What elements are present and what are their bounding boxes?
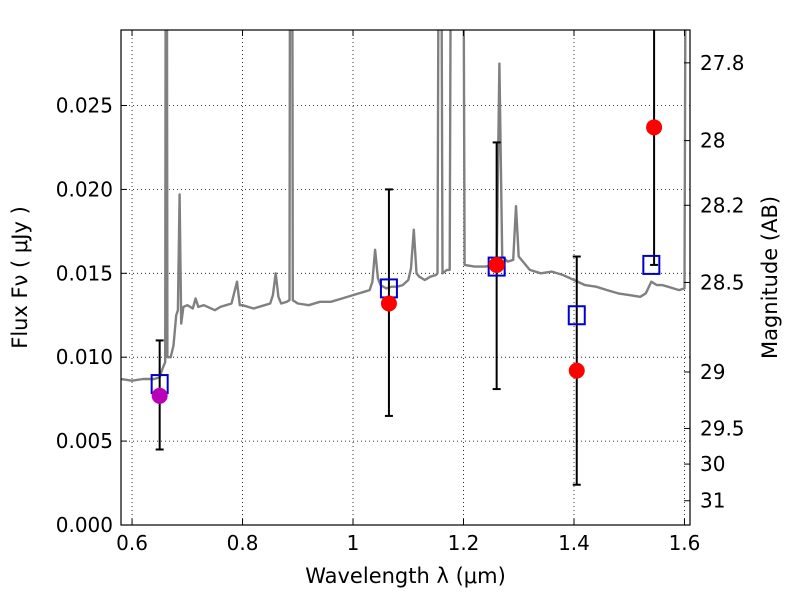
y-tick-label: 0.025: [56, 94, 113, 118]
grid-layer: [121, 30, 690, 526]
plot-layer: [121, 30, 687, 486]
x-tick-label: 1.4: [558, 531, 590, 555]
y2-tick-label: 28.2: [700, 193, 745, 217]
y2-tick-label: 28.5: [700, 270, 745, 294]
y2-axis-title: Magnitude (AB): [758, 196, 782, 359]
model-flux-square: [642, 254, 661, 275]
y2-tick-label: 27.8: [700, 51, 745, 75]
x-tick-label: 1.2: [448, 531, 480, 555]
y2-tick-label: 29: [700, 360, 725, 384]
y2-tick-label: 30: [700, 452, 725, 476]
y-tick-label: 0.000: [56, 513, 113, 537]
model-flux-square: [567, 305, 586, 326]
y-tick-label: 0.010: [56, 345, 113, 369]
y2-tick-label: 31: [700, 489, 725, 513]
y-tick-label: 0.015: [56, 261, 113, 285]
observed-flux-point: [646, 119, 663, 136]
y2-tick-label: 29.5: [700, 416, 745, 440]
y-tick-label: 0.005: [56, 429, 113, 453]
x-tick-label: 1.6: [669, 531, 701, 555]
x-tick-label: 0.6: [116, 531, 148, 555]
y-tick-label: 0.020: [56, 177, 113, 201]
plot-frame: [120, 29, 691, 526]
x-tick-label: 1: [347, 531, 360, 555]
observed-flux-point: [151, 387, 168, 404]
y2-tick-label: 28: [700, 129, 725, 153]
x-axis-title: Wavelength λ (μm): [305, 564, 506, 588]
x-tick-label: 0.8: [227, 531, 259, 555]
tick-layer: 0.6 0.8 1 1.2 1.4 1.6 0.000 0.005 0.010 0.015 0.02…: [56, 30, 745, 555]
observed-flux-point: [488, 256, 505, 273]
spectrum-line: [121, 30, 687, 382]
y-axis-title: Flux Fν ( μJy ): [8, 206, 32, 349]
observed-flux-point: [568, 362, 585, 379]
observed-flux-point: [380, 295, 397, 312]
